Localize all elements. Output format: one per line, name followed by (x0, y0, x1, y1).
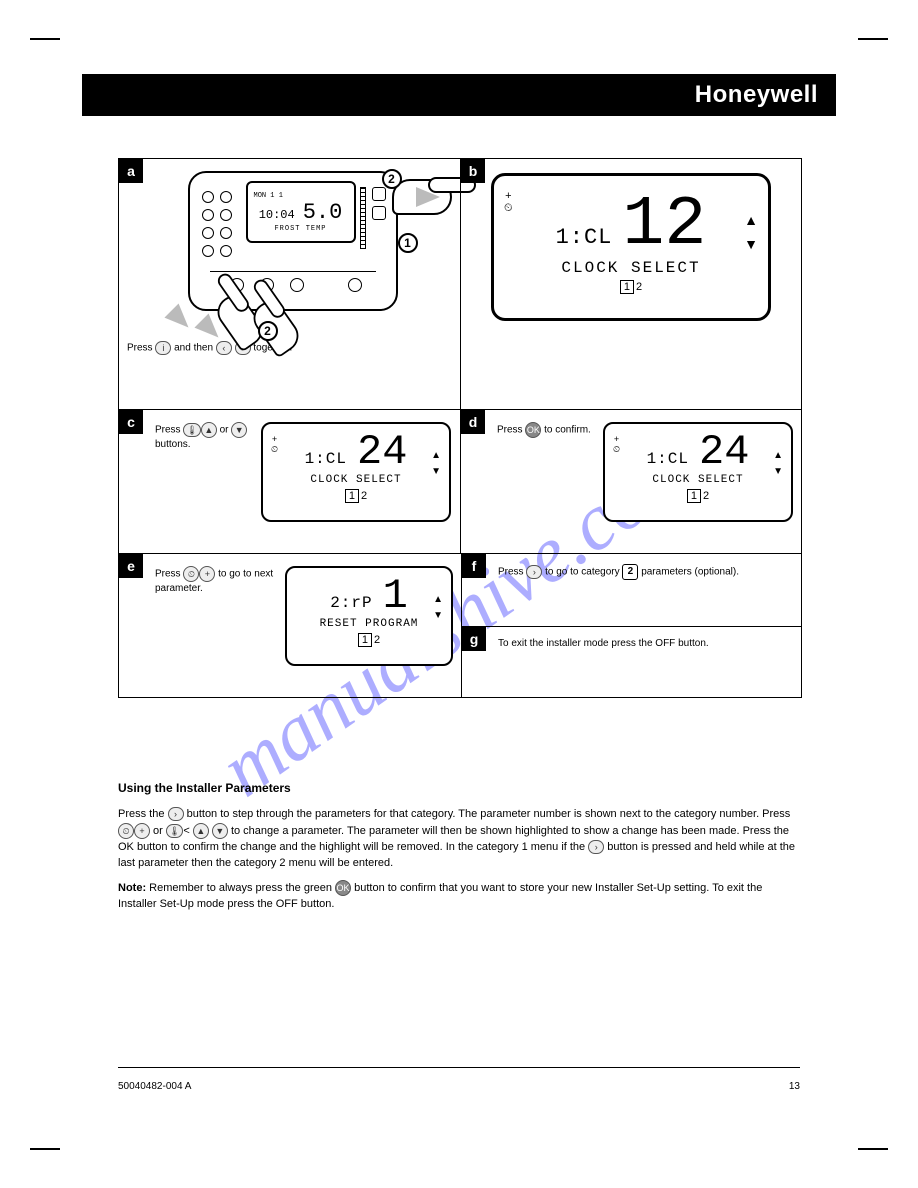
panel-c-text: Press 🌡▲ or ▼ buttons. (155, 422, 251, 452)
category-2-icon: 2 (622, 564, 638, 580)
left-icon: ‹ (216, 341, 232, 355)
clock-plus-icon: +⏲ (613, 434, 620, 455)
footer-rule (118, 1067, 800, 1068)
footer: 50040482-004 A 13 (118, 1081, 800, 1092)
panel-badge: b (461, 159, 485, 183)
lcd-caption: CLOCK SELECT (310, 474, 401, 486)
body-heading: Using the Installer Parameters (118, 780, 802, 797)
lcd-display: 2:rP 1 RESET PROGRAM 12 ▲▼ (285, 566, 453, 666)
up-down-icon: ▲▼ (433, 594, 443, 621)
lcd-param: 2:rP (330, 594, 372, 612)
lcd-param: 1:CL (647, 450, 689, 468)
lcd-category: 12 (358, 634, 380, 646)
down-icon: ▼ (212, 823, 228, 839)
thermostat-illustration: MON 1 1 10:04 5.0 FROST TEMP (150, 165, 430, 335)
lcd-label: FROST TEMP (274, 225, 326, 233)
lcd-param: 1:CL (556, 225, 613, 250)
lcd-value: 24 (357, 434, 407, 472)
clock-icon: ⏲ (118, 823, 134, 839)
panel-d-text: Press OK to confirm. (497, 422, 593, 438)
lcd-category: 12 (620, 281, 642, 293)
panel-badge: e (119, 554, 143, 578)
panel-badge: f (462, 554, 486, 578)
crop-mark (30, 38, 60, 40)
crop-mark (858, 1148, 888, 1150)
clock-plus-icon: +⏲ (271, 434, 278, 455)
panel-badge: g (462, 627, 486, 651)
right-icon: › (168, 807, 184, 821)
crop-mark (858, 38, 888, 40)
panel-e-text: Press ⏲+ to go to next parameter. (155, 566, 275, 596)
panel-d: d Press OK to confirm. +⏲ 1:CL 24 CLOCK … (460, 409, 801, 553)
lcd-caption: CLOCK SELECT (561, 259, 700, 277)
temp-icon: 🌡 (166, 824, 183, 838)
lcd-param: 1:CL (305, 450, 347, 468)
panel-e: e Press ⏲+ to go to next parameter. 2:rP… (119, 553, 461, 697)
down-icon: ▼ (231, 422, 247, 438)
body-paragraph: Press the › button to step through the p… (118, 807, 802, 872)
up-down-icon: ▲▼ (431, 450, 441, 477)
panel-f: f Press › to go to category 2 parameters… (462, 554, 801, 626)
callout-1: 1 (398, 233, 418, 253)
panel-badge: d (461, 410, 485, 434)
clock-icon: ⏲ (183, 566, 199, 582)
up-down-icon: ▲▼ (773, 450, 783, 477)
plus-icon: + (134, 823, 150, 839)
up-icon: ▲ (193, 823, 209, 839)
up-down-icon: ▲▼ (744, 212, 758, 252)
clock-plus-icon: +⏲ (504, 190, 513, 215)
lcd-display: +⏲ 1:CL 12 CLOCK SELECT 12 ▲▼ (491, 173, 771, 321)
panel-g-text: To exit the installer mode press the OFF… (498, 637, 793, 651)
callout-2b: 2 (258, 321, 278, 341)
panel-b: b +⏲ 1:CL 12 CLOCK SELECT 12 ▲▼ (460, 159, 801, 409)
info-icon: i (155, 341, 171, 355)
lcd-value: 24 (699, 434, 749, 472)
lcd-value: 1 (383, 578, 408, 616)
header-bar: Honeywell (82, 74, 836, 116)
up-icon: ▲ (201, 422, 217, 438)
ok-icon: OK (525, 422, 541, 438)
panel-badge: a (119, 159, 143, 183)
lcd-day: MON 1 1 (254, 192, 283, 200)
lcd-value: 12 (622, 194, 706, 257)
body-note: Note: Remember to always press the green… (118, 880, 802, 913)
lcd-category: 12 (687, 490, 709, 502)
crop-mark (30, 1148, 60, 1150)
lcd-caption: RESET PROGRAM (320, 618, 419, 630)
callout-2: 2 (382, 169, 402, 189)
panel-fg-wrap: f Press › to go to category 2 parameters… (461, 553, 801, 697)
plus-icon: + (199, 566, 215, 582)
body-text: Using the Installer Parameters Press the… (118, 780, 802, 921)
lcd-temp: 5.0 (303, 200, 343, 225)
panel-c: c Press 🌡▲ or ▼ buttons. +⏲ 1:CL 24 (119, 409, 460, 553)
instruction-table: a MON 1 1 10:04 5.0 FROST TEMP (118, 158, 802, 698)
panel-f-text: Press › to go to category 2 parameters (… (498, 564, 793, 580)
right-icon: › (526, 565, 542, 579)
panel-badge: c (119, 410, 143, 434)
panel-a: a MON 1 1 10:04 5.0 FROST TEMP (119, 159, 460, 409)
brand-logo: Honeywell (695, 81, 818, 109)
temp-icon: 🌡 (183, 423, 200, 437)
lcd-display: +⏲ 1:CL 24 CLOCK SELECT 12 ▲▼ (261, 422, 451, 522)
lcd-time: 10:04 (259, 208, 295, 222)
panel-g: g To exit the installer mode press the O… (462, 627, 801, 698)
footer-page-number: 13 (789, 1081, 800, 1092)
right-icon: › (588, 840, 604, 854)
ok-icon: OK (335, 880, 351, 896)
footer-doc-id: 50040482-004 A (118, 1081, 191, 1092)
lcd-caption: CLOCK SELECT (652, 474, 743, 486)
lcd-display: +⏲ 1:CL 24 CLOCK SELECT 12 ▲▼ (603, 422, 793, 522)
lcd-category: 12 (345, 490, 367, 502)
